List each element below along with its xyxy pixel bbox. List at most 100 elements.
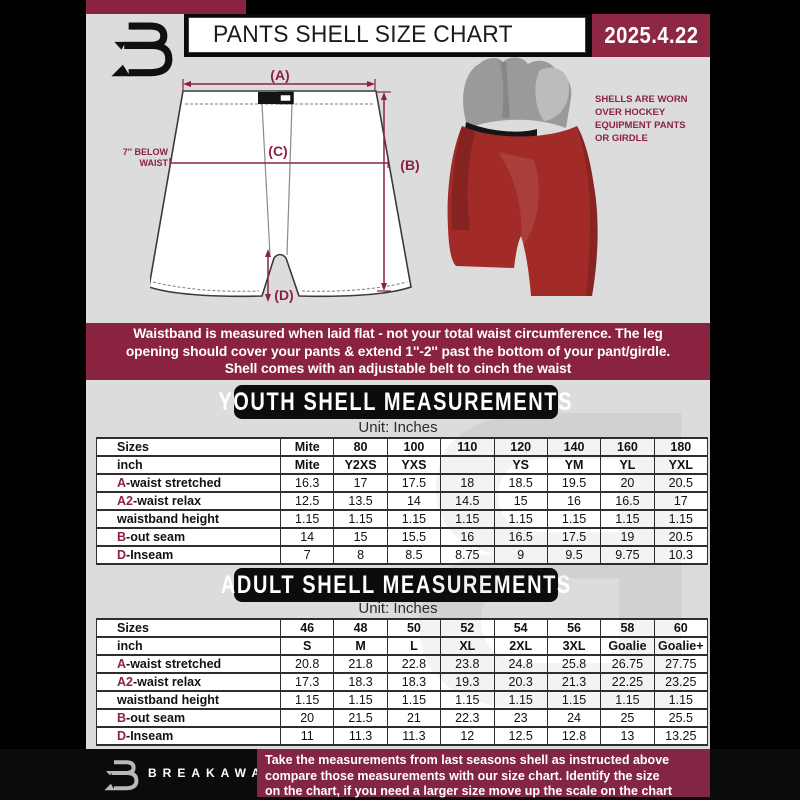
table-cell: Y2XS — [333, 455, 388, 475]
table-cell: 8 — [333, 545, 388, 565]
table-cell: 56 — [546, 618, 602, 638]
table-cell: 13 — [600, 726, 655, 746]
table-cell: 21.8 — [333, 654, 388, 674]
table-cell: 48 — [333, 618, 388, 638]
table-cell: 12.5 — [279, 491, 335, 511]
breakaway-logo-icon-footer — [102, 756, 142, 794]
measure-label-b: (B) — [400, 157, 419, 173]
table-row: B-out seam 20 21.5 21 22.3 23 24 25 25.5 — [96, 708, 709, 728]
table-cell: 13.5 — [333, 491, 388, 511]
table-cell: 16 — [546, 491, 602, 511]
footer-instructions: Take the measurements from last seasons … — [257, 749, 710, 798]
table-cell: 14 — [279, 527, 335, 547]
row-label: A2-waist relax — [96, 491, 281, 511]
row-label: B-out seam — [96, 708, 281, 728]
table-cell: 23 — [493, 708, 548, 728]
table-cell: 1.15 — [546, 690, 602, 710]
table-row: inch Mite Y2XS YXS YS YM YL YXL — [96, 455, 709, 475]
table-cell: YXL — [653, 455, 709, 475]
table-cell: Mite — [279, 437, 335, 457]
table-cell: 19.3 — [440, 672, 495, 692]
notice-line: opening should cover your pants & extend… — [125, 343, 671, 359]
table-cell: 1.15 — [493, 690, 548, 710]
table-cell: 46 — [279, 618, 335, 638]
table-cell: 160 — [600, 437, 655, 457]
table-cell: 14.5 — [440, 491, 495, 511]
table-cell: 17 — [653, 491, 709, 511]
table-cell: 12.5 — [493, 726, 548, 746]
adult-size-table: Sizes 46 48 50 52 54 56 58 60 inch S M L XL 2XL 3XL Goal… — [96, 618, 709, 746]
table-cell: 17 — [333, 473, 388, 493]
table-cell: 120 — [493, 437, 548, 457]
table-row: D-Inseam 7 8 8.5 8.75 9 9.5 9.75 10.3 — [96, 545, 709, 565]
table-cell: 1.15 — [600, 509, 655, 529]
page-title: PANTS SHELL SIZE CHART — [213, 21, 513, 48]
table-cell: 11.3 — [386, 726, 442, 746]
date-badge: 2025.4.22 — [592, 14, 710, 57]
table-cell: 15 — [333, 527, 388, 547]
table-cell: 8.75 — [440, 545, 495, 565]
table-cell: 17.5 — [546, 527, 602, 547]
table-cell: 80 — [333, 437, 388, 457]
row-label: A2-waist relax — [96, 672, 281, 692]
shell-product-photo — [447, 57, 598, 296]
table-cell: 23.25 — [653, 672, 709, 692]
table-cell: 58 — [600, 618, 655, 638]
table-cell: 15.5 — [386, 527, 442, 547]
table-cell: 25 — [600, 708, 655, 728]
notice-line: Shell comes with an adjustable belt to c… — [224, 361, 572, 377]
shorts-measurement-diagram: (A) (B) (C) (D) — [150, 67, 420, 303]
table-cell: 2XL — [493, 636, 548, 656]
table-cell: 10.3 — [653, 545, 709, 565]
table-cell: L — [386, 636, 442, 656]
table-cell: YL — [600, 455, 655, 475]
table-cell: 24.8 — [493, 654, 548, 674]
left-hem-stitch — [152, 281, 260, 292]
table-cell: 26.75 — [600, 654, 655, 674]
table-cell: YXS — [386, 455, 442, 475]
footer-instruction-line: Take the measurements from last seasons … — [265, 753, 670, 767]
row-label: A-waist stretched — [96, 654, 281, 674]
table-cell: 22.3 — [440, 708, 495, 728]
fly-line-left — [261, 103, 271, 256]
table-cell: 1.15 — [386, 690, 442, 710]
table-cell: M — [333, 636, 388, 656]
table-row: A2-waist relax 12.5 13.5 14 14.5 15 16 16.5 17 — [96, 491, 709, 511]
table-cell: 22.8 — [386, 654, 442, 674]
table-cell: YS — [493, 455, 548, 475]
table-cell: 1.15 — [440, 690, 495, 710]
table-row: D-Inseam 11 11.3 11.3 12 12.5 12.8 13 13.25 — [96, 726, 709, 746]
table-cell: 16.3 — [279, 473, 335, 493]
top-accent-strip — [86, 0, 246, 14]
row-label: waistband height — [96, 690, 281, 710]
belt-strap — [258, 92, 278, 104]
table-row: waistband height 1.15 1.15 1.15 1.15 1.15 1.15… — [96, 690, 709, 710]
measure-label-c: (C) — [268, 143, 287, 159]
table-cell: 100 — [386, 437, 442, 457]
table-cell: 1.15 — [493, 509, 548, 529]
adult-unit-label: Unit: Inches — [358, 600, 438, 617]
row-label: Sizes — [96, 618, 281, 638]
table-cell: 1.15 — [333, 690, 388, 710]
table-cell: 14 — [386, 491, 442, 511]
table-cell: 50 — [386, 618, 442, 638]
table-cell: 1.15 — [440, 509, 495, 529]
table-row: A-waist stretched 16.3 17 17.5 18 18.5 19.5 20 2… — [96, 473, 709, 493]
table-cell: 16.5 — [493, 527, 548, 547]
row-label: D-Inseam — [96, 545, 281, 565]
table-cell: 20.8 — [279, 654, 335, 674]
table-cell: 52 — [440, 618, 495, 638]
table-cell: 1.15 — [653, 690, 709, 710]
table-cell: 12 — [440, 726, 495, 746]
table-cell: 1.15 — [653, 509, 709, 529]
date-text: 2025.4.22 — [603, 22, 698, 48]
table-row: A2-waist relax 17.3 18.3 18.3 19.3 20.3 21.3 22… — [96, 672, 709, 692]
table-cell: 17.3 — [279, 672, 335, 692]
table-cell: 23.8 — [440, 654, 495, 674]
table-cell: 8.5 — [386, 545, 442, 565]
table-cell — [440, 455, 495, 475]
table-cell: 11 — [279, 726, 335, 746]
table-cell: 27.75 — [653, 654, 709, 674]
table-cell: 1.15 — [386, 509, 442, 529]
table-cell: 20.5 — [653, 473, 709, 493]
